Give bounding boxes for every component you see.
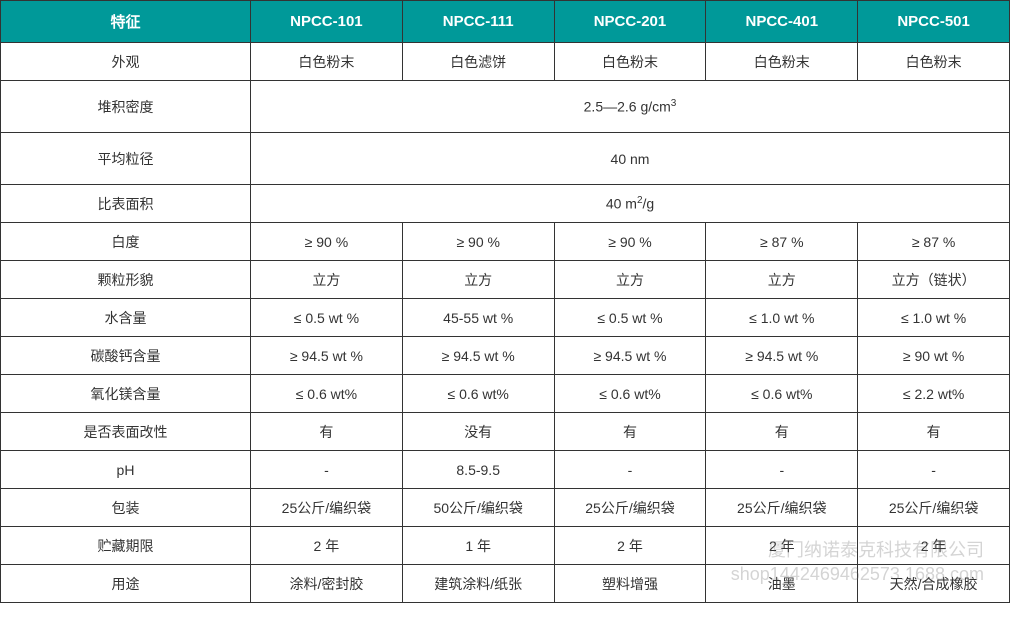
cell: 塑料增强	[554, 565, 706, 603]
col-header-npcc401: NPCC-401	[706, 1, 858, 43]
cell: ≤ 1.0 wt %	[858, 299, 1010, 337]
cell: 2 年	[858, 527, 1010, 565]
cell: ≥ 87 %	[706, 223, 858, 261]
cell: 没有	[402, 413, 554, 451]
table-row: 白度≥ 90 %≥ 90 %≥ 90 %≥ 87 %≥ 87 %	[1, 223, 1010, 261]
cell: ≥ 94.5 wt %	[402, 337, 554, 375]
cell: -	[554, 451, 706, 489]
cell: ≥ 90 wt %	[858, 337, 1010, 375]
cell: ≥ 94.5 wt %	[554, 337, 706, 375]
cell: 50公斤/编织袋	[402, 489, 554, 527]
cell: ≤ 1.0 wt %	[706, 299, 858, 337]
row-label: 堆积密度	[1, 81, 251, 133]
header-row: 特征 NPCC-101 NPCC-111 NPCC-201 NPCC-401 N…	[1, 1, 1010, 43]
cell: 2 年	[251, 527, 403, 565]
cell: 1 年	[402, 527, 554, 565]
row-label: 贮藏期限	[1, 527, 251, 565]
row-label: 平均粒径	[1, 133, 251, 185]
row-label: 包装	[1, 489, 251, 527]
col-header-npcc111: NPCC-111	[402, 1, 554, 43]
cell: 有	[251, 413, 403, 451]
row-label: 碳酸钙含量	[1, 337, 251, 375]
table-row: 比表面积40 m2/g	[1, 185, 1010, 223]
table-row: 外观白色粉末白色滤饼白色粉末白色粉末白色粉末	[1, 43, 1010, 81]
cell: 25公斤/编织袋	[858, 489, 1010, 527]
cell: 立方	[554, 261, 706, 299]
table-row: 颗粒形貌立方立方立方立方立方（链状）	[1, 261, 1010, 299]
cell: ≥ 90 %	[251, 223, 403, 261]
table-row: 水含量≤ 0.5 wt %45-55 wt %≤ 0.5 wt %≤ 1.0 w…	[1, 299, 1010, 337]
cell: ≤ 2.2 wt%	[858, 375, 1010, 413]
table-row: 包装25公斤/编织袋50公斤/编织袋25公斤/编织袋25公斤/编织袋25公斤/编…	[1, 489, 1010, 527]
table-row: 贮藏期限2 年1 年2 年2 年2 年	[1, 527, 1010, 565]
cell: 有	[706, 413, 858, 451]
cell: ≥ 94.5 wt %	[706, 337, 858, 375]
cell: ≤ 0.6 wt%	[402, 375, 554, 413]
cell: ≥ 87 %	[858, 223, 1010, 261]
table-row: 氧化镁含量≤ 0.6 wt%≤ 0.6 wt%≤ 0.6 wt%≤ 0.6 wt…	[1, 375, 1010, 413]
cell: 白色粉末	[858, 43, 1010, 81]
table-row: 用途涂料/密封胶建筑涂料/纸张塑料增强油墨天然/合成橡胶	[1, 565, 1010, 603]
table-row: 是否表面改性有没有有有有	[1, 413, 1010, 451]
table-row: pH-8.5-9.5---	[1, 451, 1010, 489]
table-row: 碳酸钙含量≥ 94.5 wt %≥ 94.5 wt %≥ 94.5 wt %≥ …	[1, 337, 1010, 375]
cell: 天然/合成橡胶	[858, 565, 1010, 603]
cell: 建筑涂料/纸张	[402, 565, 554, 603]
row-label: 氧化镁含量	[1, 375, 251, 413]
cell: 有	[858, 413, 1010, 451]
cell: -	[706, 451, 858, 489]
cell: ≤ 0.6 wt%	[706, 375, 858, 413]
cell: ≤ 0.5 wt %	[251, 299, 403, 337]
cell: ≤ 0.5 wt %	[554, 299, 706, 337]
cell: ≥ 90 %	[402, 223, 554, 261]
cell: 白色粉末	[554, 43, 706, 81]
row-span-value: 40 nm	[251, 133, 1010, 185]
col-header-npcc101: NPCC-101	[251, 1, 403, 43]
cell: 白色粉末	[251, 43, 403, 81]
col-header-npcc201: NPCC-201	[554, 1, 706, 43]
col-header-npcc501: NPCC-501	[858, 1, 1010, 43]
cell: 有	[554, 413, 706, 451]
table-row: 平均粒径40 nm	[1, 133, 1010, 185]
cell: 25公斤/编织袋	[554, 489, 706, 527]
cell: ≥ 90 %	[554, 223, 706, 261]
spec-table: 特征 NPCC-101 NPCC-111 NPCC-201 NPCC-401 N…	[0, 0, 1010, 603]
cell: -	[251, 451, 403, 489]
cell: ≥ 94.5 wt %	[251, 337, 403, 375]
row-span-value: 2.5—2.6 g/cm3	[251, 81, 1010, 133]
row-label: 颗粒形貌	[1, 261, 251, 299]
cell: 立方	[402, 261, 554, 299]
row-label: 是否表面改性	[1, 413, 251, 451]
cell: 2 年	[554, 527, 706, 565]
cell: 45-55 wt %	[402, 299, 554, 337]
cell: 白色粉末	[706, 43, 858, 81]
cell: 立方	[251, 261, 403, 299]
cell: ≤ 0.6 wt%	[554, 375, 706, 413]
col-header-feature: 特征	[1, 1, 251, 43]
row-label: 白度	[1, 223, 251, 261]
cell: 涂料/密封胶	[251, 565, 403, 603]
cell: ≤ 0.6 wt%	[251, 375, 403, 413]
cell: 立方	[706, 261, 858, 299]
row-span-value: 40 m2/g	[251, 185, 1010, 223]
cell: 2 年	[706, 527, 858, 565]
row-label: 比表面积	[1, 185, 251, 223]
row-label: 外观	[1, 43, 251, 81]
cell: 油墨	[706, 565, 858, 603]
table-body: 外观白色粉末白色滤饼白色粉末白色粉末白色粉末堆积密度2.5—2.6 g/cm3平…	[1, 43, 1010, 603]
cell: -	[858, 451, 1010, 489]
row-label: 用途	[1, 565, 251, 603]
cell: 25公斤/编织袋	[251, 489, 403, 527]
table-row: 堆积密度2.5—2.6 g/cm3	[1, 81, 1010, 133]
row-label: 水含量	[1, 299, 251, 337]
cell: 立方（链状）	[858, 261, 1010, 299]
cell: 白色滤饼	[402, 43, 554, 81]
row-label: pH	[1, 451, 251, 489]
cell: 25公斤/编织袋	[706, 489, 858, 527]
cell: 8.5-9.5	[402, 451, 554, 489]
